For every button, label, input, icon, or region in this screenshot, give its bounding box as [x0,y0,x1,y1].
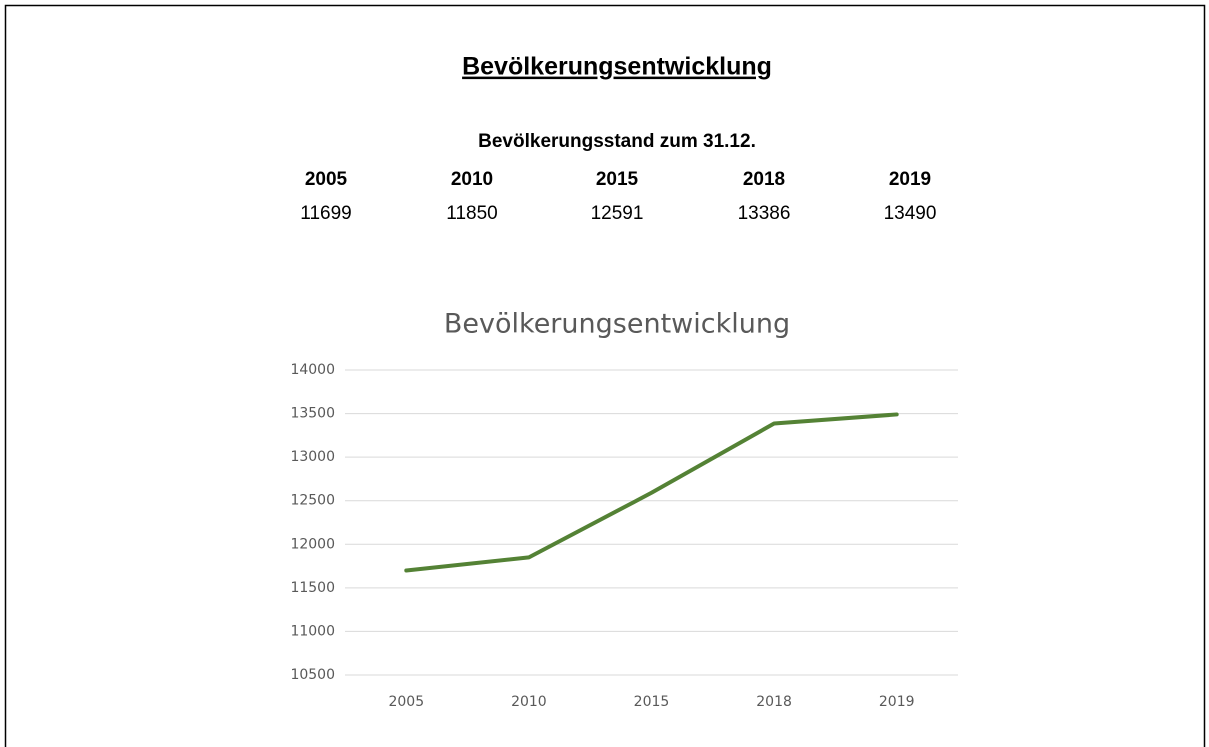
table-cell: 13490 [884,203,937,224]
x-tick-label: 2005 [388,694,424,710]
y-tick-label: 12500 [290,493,335,509]
table-header: 2005 [305,169,348,190]
y-tick-label: 12000 [290,536,335,552]
x-tick-label: 2018 [756,694,792,710]
table-caption: Bevölkerungsstand zum 31.12. [478,131,756,152]
table-header: 2019 [889,169,931,190]
x-tick-label: 2019 [879,694,915,710]
y-tick-label: 11500 [290,580,335,596]
y-tick-label: 11000 [290,623,335,639]
table-cell: 13386 [738,203,791,224]
table-header: 2018 [743,169,785,190]
y-tick-label: 13000 [290,449,335,465]
page-border [4,4,1206,747]
table-header: 2015 [596,169,639,190]
y-tick-label: 10500 [290,667,335,683]
table-cell: 12591 [591,203,644,224]
x-tick-label: 2015 [634,694,670,710]
table-cell: 11850 [446,203,497,224]
y-tick-label: 14000 [290,362,335,378]
x-tick-label: 2010 [511,694,547,710]
document-title: Bevölkerungsentwicklung [462,53,772,81]
chart-title: Bevölkerungsentwicklung [444,309,790,340]
table-cell: 11699 [300,203,351,224]
data-line [404,412,899,573]
table-header: 2010 [451,169,493,190]
y-tick-label: 13500 [290,406,335,422]
